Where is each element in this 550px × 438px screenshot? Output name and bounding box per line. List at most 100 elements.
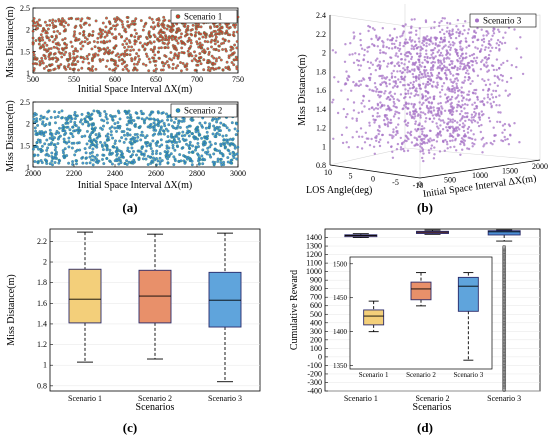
scatter-point [176,41,180,45]
scatter-point [458,40,461,44]
scatter-point [397,117,400,120]
scatter-point [467,28,470,31]
scatter-point [115,159,119,163]
scatter-point [218,133,222,137]
scatter-point [183,161,187,165]
scatter-point [361,99,365,102]
scatter-point [215,57,218,61]
scatter-point [65,57,69,61]
scatter-point [130,22,133,26]
scatter-point [46,27,50,31]
scatter-point [66,23,70,27]
scatter-point [423,65,426,69]
scatter-point [172,163,176,167]
scatter-point [127,150,131,154]
scatter-point [141,112,145,116]
scatter-point [492,29,495,33]
scatter-point [73,117,77,121]
scatter-point [421,61,424,64]
scatter-point [183,65,187,69]
scatter-point [232,63,236,67]
scatter-point [414,120,417,123]
scatter-point [459,54,463,58]
scatter-point [455,82,458,86]
scatter-point [67,161,71,165]
scatter-point [90,131,94,135]
scatter-point [449,132,452,136]
scatter-point [83,134,87,138]
scatter-point [219,58,223,62]
scatter-point [439,36,443,40]
scatter-point [173,159,177,163]
scatter-point [450,98,453,101]
scatter-point [32,17,36,20]
outlier-point [502,266,507,271]
scatter-point [423,55,426,59]
y-tick-label: 1100 [306,259,322,268]
x-tick-label: 650 [150,75,162,84]
scatter-point [199,25,203,29]
scatter-point [235,152,239,156]
scatter-point [433,47,437,50]
scatter-point [413,144,416,147]
scatter-point [139,34,142,38]
scatter-point [411,72,414,76]
scatter-point [99,30,103,34]
y-tick-label: 1400 [306,233,322,242]
scatter-point [432,97,436,101]
scatter-point [355,82,358,86]
scatter-point [347,74,350,78]
scatter-point [394,75,397,79]
scatter-point [510,63,513,67]
scatter-point [352,80,355,84]
scatter-point [40,161,44,165]
outlier-point [502,262,507,267]
scatter-point [368,78,372,82]
scatter-point [136,116,140,120]
scatter-point [393,27,396,31]
scatter-point [432,48,435,52]
scatter-point [458,34,461,38]
scatter-point [148,16,152,20]
scatter-point [448,89,451,93]
scatter-point [458,67,461,71]
scatter-point [498,104,501,107]
scatter-point [451,60,454,63]
scatter-point [440,68,443,71]
scatter-point [163,46,167,50]
scatter-point [232,30,236,34]
scatter-point [87,139,91,143]
scatter-point [426,38,429,42]
scatter-point [379,106,382,109]
scatter-point [84,21,88,25]
scatter-point [111,68,115,72]
scatter-point [177,27,181,30]
scatter-point [378,60,381,63]
y-axis-label: Miss Distance(m) [6,274,17,345]
scatter-point [461,99,464,102]
scatter-point [419,111,423,114]
scatter-point [486,89,490,92]
outlier-point [502,358,507,363]
scatter-point [45,43,49,47]
scatter-point [182,159,186,163]
scatter-point [149,117,153,121]
scatter-point [106,31,109,35]
scatter-point [392,130,395,134]
scatter-point [398,47,402,51]
scatter-point [104,25,108,29]
scatter-point [508,124,512,128]
y-tick-label: 2 [26,26,30,35]
scatter-point [452,74,455,77]
scatter-point [158,145,162,148]
scatter-point [167,19,171,23]
scatter-point [456,18,460,22]
scatter-point [400,75,403,79]
scatter-point [456,106,459,109]
scatter-point [132,62,136,66]
scatter-point [443,149,446,152]
scatter-point [129,155,133,158]
scatter-point [123,45,127,49]
x-tick-label: Scenario 3 [208,394,242,403]
scatter-point [236,129,240,133]
